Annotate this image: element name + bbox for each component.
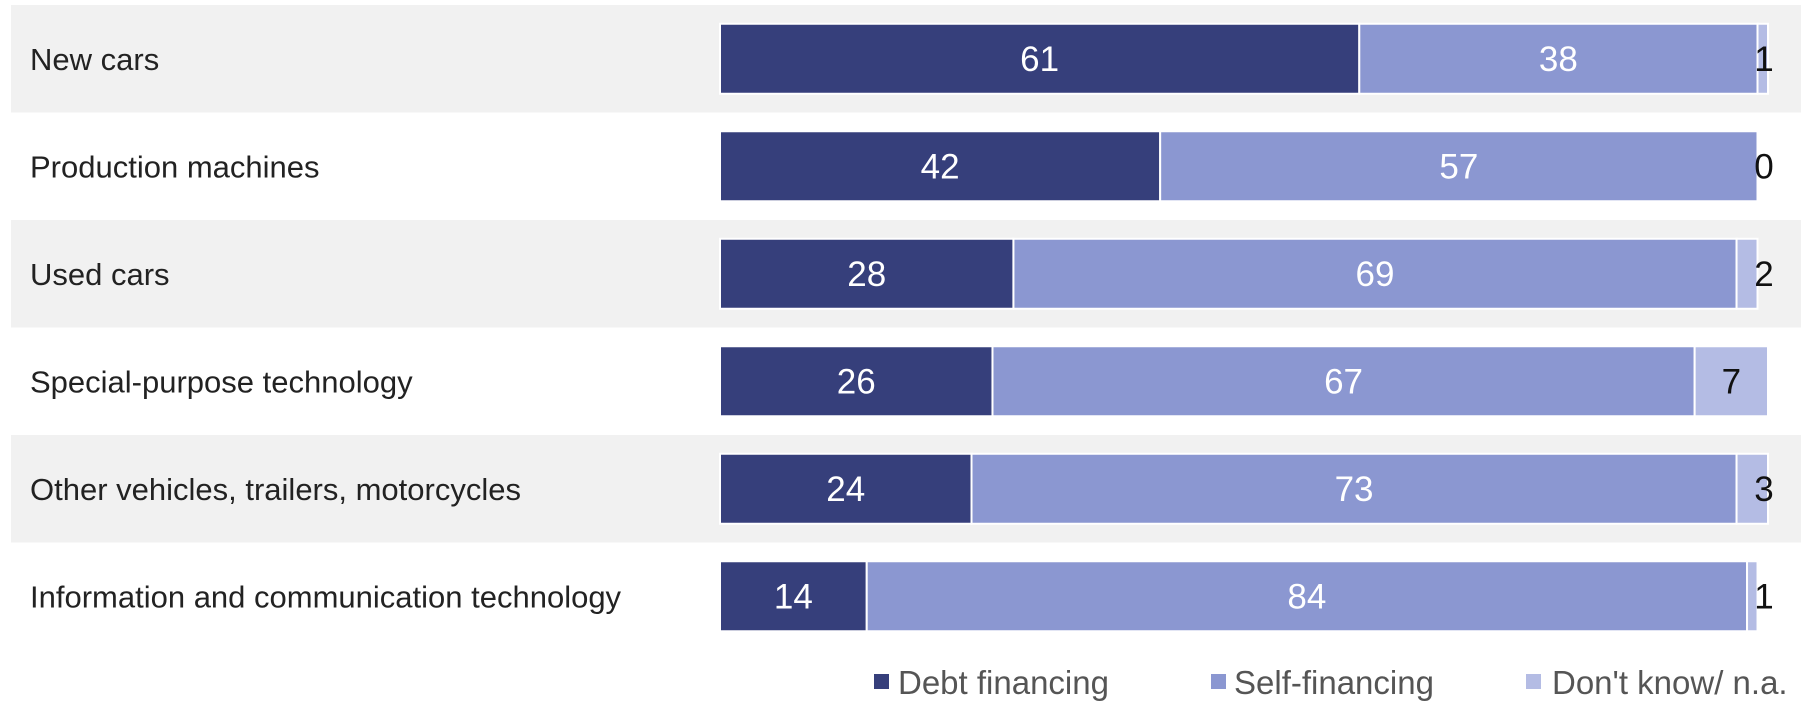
bar-segment: [1735, 237, 1759, 310]
bar-segment: [1746, 560, 1759, 633]
bar-segment: [1159, 130, 1759, 203]
category-label: Information and communication technology: [30, 579, 622, 614]
data-label: 38: [1539, 40, 1578, 79]
row-backgrounds: [11, 5, 1801, 650]
bar-segment: [865, 560, 1749, 633]
category-label: Special-purpose technology: [30, 364, 413, 399]
data-label: 2: [1754, 255, 1773, 294]
legend-label: Debt financing: [898, 664, 1109, 701]
legend-swatch: [1211, 674, 1226, 689]
data-label: 26: [837, 362, 876, 401]
bar-segment: [1012, 237, 1738, 310]
legend-label: Don't know/ n.a.: [1552, 664, 1788, 701]
bar-segment: [1756, 22, 1770, 95]
category-label: New cars: [30, 42, 159, 77]
data-label: 14: [774, 577, 813, 616]
bar-segment: [719, 130, 1162, 203]
category-labels: New cars Production machines Used cars Spec…: [30, 42, 622, 615]
category-label: Used cars: [30, 257, 170, 292]
legend-label: Self-financing: [1234, 664, 1434, 701]
data-label: 73: [1335, 470, 1374, 509]
data-label: 0: [1754, 147, 1773, 186]
bar-segment: [719, 22, 1361, 95]
legend-swatch: [1526, 674, 1541, 689]
category-label: Other vehicles, trailers, motorcycles: [30, 472, 521, 507]
category-label: Production machines: [30, 149, 320, 184]
bar-segment: [719, 560, 868, 633]
bar-segment: [991, 345, 1696, 418]
legend: Debt financing Self-financing Don't know/ …: [874, 664, 1788, 701]
data-labels: 61 38 1 42 57 0 28 69 2 26 67 7 24 73 3 14 84 1: [774, 40, 1774, 617]
legend-swatch: [874, 674, 889, 689]
data-label: 1: [1754, 40, 1773, 79]
data-label: 61: [1020, 40, 1059, 79]
data-label: 69: [1356, 255, 1395, 294]
data-label: 67: [1324, 362, 1363, 401]
data-label: 57: [1439, 147, 1478, 186]
bar-segment: [1358, 22, 1759, 95]
data-label: 24: [826, 470, 865, 509]
bar-segment: [719, 345, 994, 418]
data-label: 1: [1754, 577, 1773, 616]
data-label: 7: [1722, 362, 1741, 401]
bar-segment: [1693, 345, 1770, 418]
data-label: 84: [1287, 577, 1326, 616]
data-label: 28: [847, 255, 886, 294]
bar-segment: [970, 452, 1738, 525]
data-label: 42: [921, 147, 960, 186]
bar-segment: [1735, 452, 1770, 525]
bar-segment: [719, 452, 973, 525]
data-label: 3: [1754, 470, 1773, 509]
bar-segments: [719, 22, 1770, 633]
bar-segment: [1756, 130, 1761, 203]
